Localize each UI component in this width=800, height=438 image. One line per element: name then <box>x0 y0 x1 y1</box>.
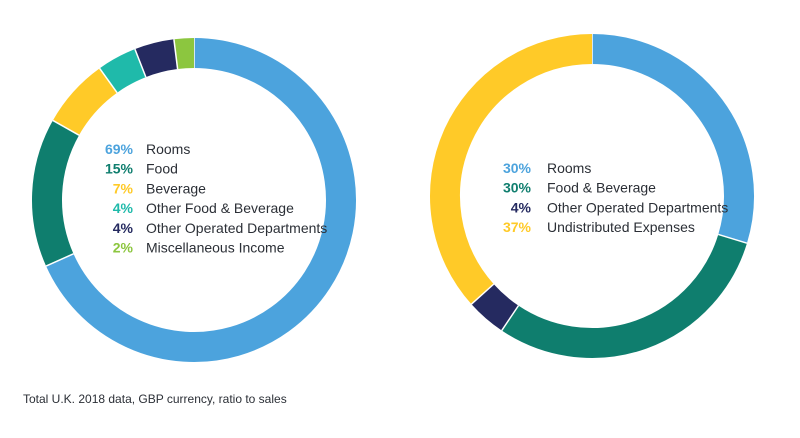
legend-percent-beverage: 7% <box>113 180 134 196</box>
legend-label-other-food-and-beverage: Other Food & Beverage <box>146 200 294 216</box>
legend-label-food-and-beverage: Food & Beverage <box>547 180 656 196</box>
slice-other-food-and-beverage <box>99 49 147 93</box>
expense-donut-chart: 30% Rooms 30% Food & Beverage 4% Other Operat… <box>430 34 754 358</box>
legend-label-undistributed-expenses: Undistributed Expenses <box>547 219 695 235</box>
legend-label-food: Food <box>146 161 178 177</box>
legend-percent-rooms: 30% <box>503 160 532 176</box>
slice-separator <box>45 253 74 267</box>
legend-label-beverage: Beverage <box>146 180 206 196</box>
slice-separator <box>501 305 520 331</box>
revenue-donut-chart: 69% Rooms 15% Food 7% Beverage 4% Other Food & … <box>32 38 356 362</box>
legend-label-rooms: Rooms <box>146 141 190 157</box>
legend-label-other-operated-departments: Other Operated Departments <box>146 220 327 236</box>
footnote: Total U.K. 2018 data, GBP currency, rati… <box>23 392 287 406</box>
slice-miscellaneous-income <box>173 38 195 70</box>
slice-other-operated-departments <box>471 283 519 331</box>
legend-percent-food-and-beverage: 30% <box>503 180 532 196</box>
legend-percent-other-operated-departments: 4% <box>113 220 134 236</box>
slice-food <box>32 120 80 267</box>
legend-label-rooms: Rooms <box>547 160 591 176</box>
slice-undistributed-expenses <box>430 34 593 305</box>
legend-label-miscellaneous-income: Miscellaneous Income <box>146 240 285 256</box>
slice-separator <box>470 283 495 305</box>
legend-label-other-operated-departments: Other Operated Departments <box>547 199 728 215</box>
slice-rooms <box>46 38 356 362</box>
slice-food-and-beverage <box>501 234 747 358</box>
slice-separator <box>718 233 748 244</box>
slice-separator <box>173 39 179 70</box>
legend-percent-other-food-and-beverage: 4% <box>113 200 134 216</box>
legend-percent-food: 15% <box>105 161 134 177</box>
slice-rooms <box>591 34 754 244</box>
slice-separator <box>98 67 118 94</box>
slice-separator <box>52 119 80 136</box>
legend-percent-rooms: 69% <box>105 141 134 157</box>
slice-other-operated-departments <box>134 39 179 78</box>
legend-percent-undistributed-expenses: 37% <box>503 219 532 235</box>
legend-percent-other-operated-departments: 4% <box>511 199 532 215</box>
legend-percent-miscellaneous-income: 2% <box>113 240 134 256</box>
slice-separator <box>134 48 147 78</box>
slice-beverage <box>52 68 118 136</box>
